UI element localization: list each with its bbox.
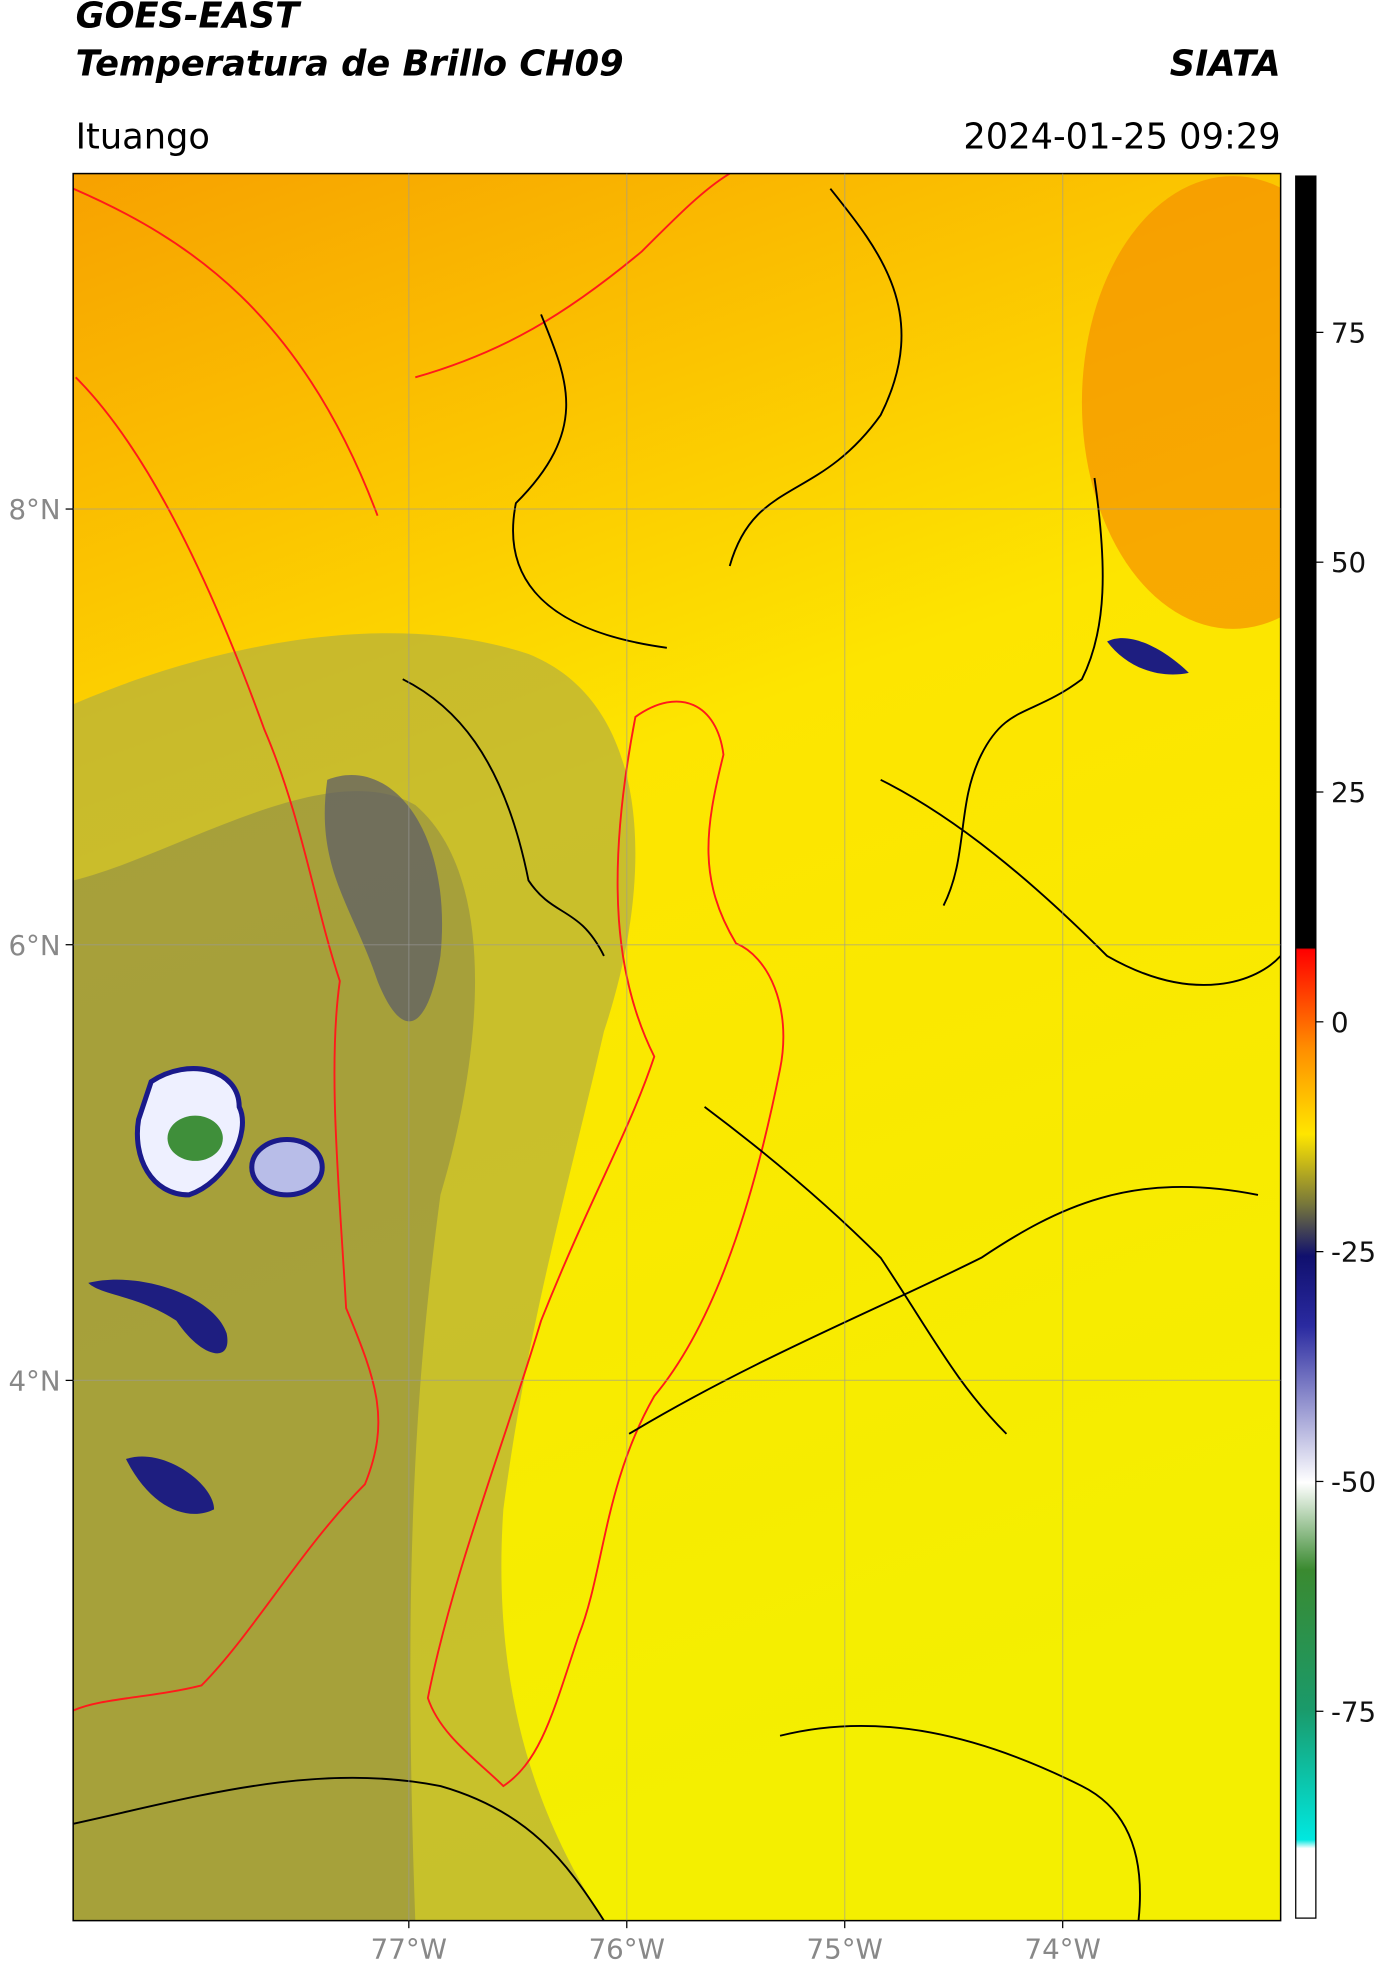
source: SIATA bbox=[1170, 43, 1281, 84]
title-line: GOES-EAST bbox=[76, 0, 302, 37]
subtitle: Ituango bbox=[76, 116, 210, 157]
datetime: 2024-01-25 09:29 bbox=[963, 116, 1280, 157]
x-tick-label: 75°W bbox=[807, 1932, 883, 1965]
colorbar bbox=[1295, 175, 1317, 1919]
colorbar-tick-label: -50 bbox=[1331, 1466, 1376, 1499]
y-tick-label: 6°N bbox=[8, 929, 60, 962]
y-tick-label: 4°N bbox=[8, 1364, 60, 1397]
y-tick-label: 8°N bbox=[8, 493, 60, 526]
colorbar-tick-label: 0 bbox=[1331, 1006, 1349, 1039]
colorbar-tick-label: -75 bbox=[1331, 1695, 1376, 1728]
map-image bbox=[73, 173, 1281, 1921]
title-line: Temperatura de Brillo CH09 bbox=[76, 43, 624, 84]
x-tick-label: 76°W bbox=[589, 1932, 665, 1965]
colorbar-tick-label: -25 bbox=[1331, 1236, 1376, 1269]
colorbar-tick-label: 25 bbox=[1331, 776, 1366, 809]
colorbar-tick-label: 50 bbox=[1331, 546, 1366, 579]
x-tick-label: 77°W bbox=[371, 1932, 447, 1965]
map-frame bbox=[72, 172, 1282, 1922]
colorbar-tick-label: 75 bbox=[1331, 316, 1366, 349]
x-tick-label: 74°W bbox=[1024, 1932, 1100, 1965]
